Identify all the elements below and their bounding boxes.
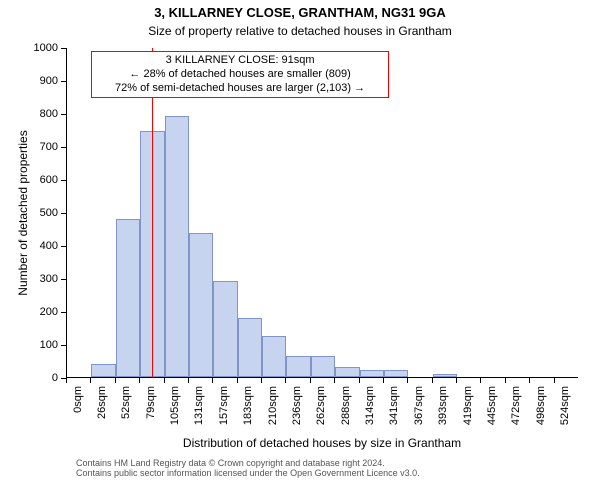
y-tick-label: 500 [24, 207, 58, 219]
plot-area: 3 KILLARNEY CLOSE: 91sqm← 28% of detache… [66, 48, 578, 378]
y-tick-label: 600 [24, 174, 58, 186]
x-tick [456, 378, 457, 383]
y-tick-label: 200 [24, 306, 58, 318]
x-tick-label: 26sqm [96, 386, 108, 446]
y-tick-label: 0 [24, 372, 58, 384]
x-tick-label: 445sqm [486, 386, 498, 446]
x-tick-label: 367sqm [413, 386, 425, 446]
y-tick [61, 180, 66, 181]
x-tick [310, 378, 311, 383]
x-tick [164, 378, 165, 383]
y-tick [61, 246, 66, 247]
y-tick-label: 400 [24, 240, 58, 252]
x-tick-label: 262sqm [315, 386, 327, 446]
x-tick [334, 378, 335, 383]
annotation-box: 3 KILLARNEY CLOSE: 91sqm← 28% of detache… [91, 51, 388, 98]
histogram-bar [165, 116, 189, 377]
x-tick [285, 378, 286, 383]
y-tick [61, 279, 66, 280]
x-tick [505, 378, 506, 383]
x-tick-label: 419sqm [462, 386, 474, 446]
x-tick-label: 393sqm [437, 386, 449, 446]
annotation-line: 3 KILLARNEY CLOSE: 91sqm [96, 54, 383, 68]
x-tick-label: 314sqm [364, 386, 376, 446]
chart-subtitle: Size of property relative to detached ho… [0, 24, 600, 38]
x-tick-label: 157sqm [218, 386, 230, 446]
x-tick-label: 498sqm [535, 386, 547, 446]
histogram-bar [433, 374, 457, 377]
y-tick-label: 700 [24, 141, 58, 153]
histogram-bar [286, 356, 310, 377]
x-tick [261, 378, 262, 383]
y-tick [61, 48, 66, 49]
y-tick-label: 900 [24, 75, 58, 87]
y-tick-label: 100 [24, 339, 58, 351]
y-tick-label: 800 [24, 108, 58, 120]
x-tick-label: 105sqm [169, 386, 181, 446]
x-tick-label: 524sqm [559, 386, 571, 446]
histogram-bar [360, 370, 384, 377]
histogram-bar [91, 364, 115, 377]
y-tick [61, 147, 66, 148]
x-tick-label: 131sqm [193, 386, 205, 446]
histogram-bar [262, 336, 286, 377]
y-tick-label: 300 [24, 273, 58, 285]
x-tick-label: 341sqm [388, 386, 400, 446]
x-tick [212, 378, 213, 383]
histogram-bar [189, 233, 213, 377]
y-tick [61, 213, 66, 214]
y-tick [61, 345, 66, 346]
x-tick-label: 288sqm [340, 386, 352, 446]
histogram-bar [116, 219, 140, 377]
histogram-bar [335, 367, 359, 377]
histogram-bar [384, 370, 408, 377]
chart-title: 3, KILLARNEY CLOSE, GRANTHAM, NG31 9GA [0, 5, 600, 20]
annotation-line: 72% of semi-detached houses are larger (… [96, 82, 383, 96]
x-tick [529, 378, 530, 383]
footer-attribution: Contains HM Land Registry data © Crown c… [76, 458, 420, 478]
x-tick [139, 378, 140, 383]
x-tick [432, 378, 433, 383]
x-tick [554, 378, 555, 383]
y-tick [61, 312, 66, 313]
x-tick-label: 472sqm [510, 386, 522, 446]
x-tick-label: 52sqm [120, 386, 132, 446]
x-tick [407, 378, 408, 383]
x-tick-label: 236sqm [291, 386, 303, 446]
y-tick [61, 114, 66, 115]
histogram-bar [238, 318, 262, 377]
x-tick [383, 378, 384, 383]
x-tick [188, 378, 189, 383]
x-tick-label: 210sqm [267, 386, 279, 446]
histogram-bar [311, 356, 335, 377]
x-tick [359, 378, 360, 383]
y-tick [61, 81, 66, 82]
histogram-bar [213, 281, 237, 377]
x-tick [237, 378, 238, 383]
x-tick-label: 79sqm [145, 386, 157, 446]
y-tick-label: 1000 [24, 42, 58, 54]
x-tick [90, 378, 91, 383]
x-tick [115, 378, 116, 383]
x-tick [480, 378, 481, 383]
x-tick-label: 183sqm [242, 386, 254, 446]
x-tick [66, 378, 67, 383]
x-tick-label: 0sqm [72, 386, 84, 446]
annotation-line: ← 28% of detached houses are smaller (80… [96, 68, 383, 82]
